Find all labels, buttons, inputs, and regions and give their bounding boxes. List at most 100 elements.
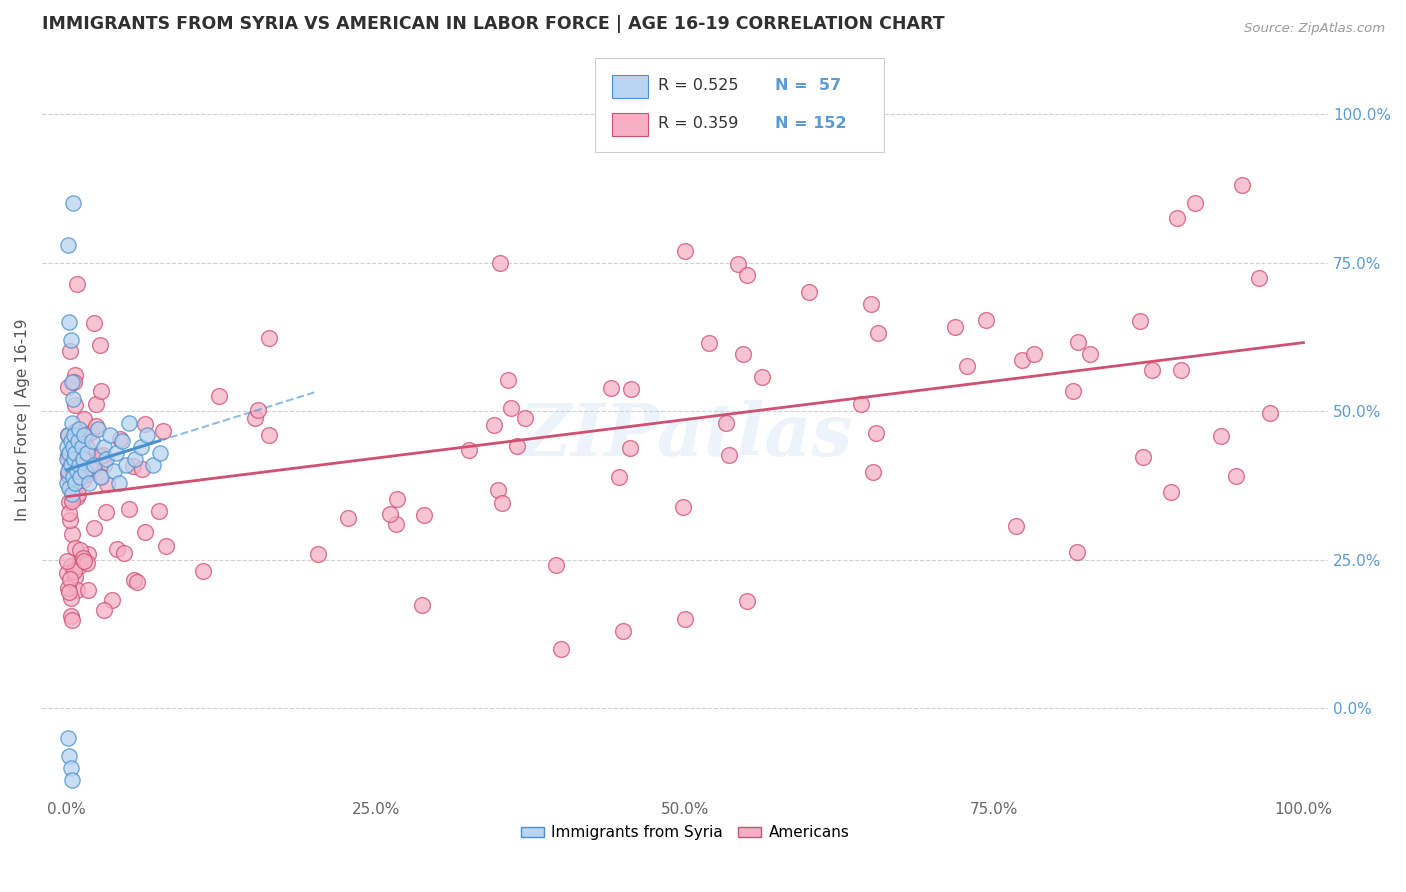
Point — [866, 326, 889, 340]
Point — [118, 501, 141, 516]
Point — [98, 428, 121, 442]
Point — [515, 411, 537, 425]
Point — [76, 467, 98, 481]
Point — [60, 772, 83, 787]
Point — [498, 373, 520, 387]
Point — [58, 482, 80, 496]
Point — [96, 451, 118, 466]
Point — [63, 398, 86, 412]
Point — [58, 585, 80, 599]
Text: N =  57: N = 57 — [775, 78, 841, 94]
Point — [112, 546, 135, 560]
Point — [152, 424, 174, 438]
Point — [599, 381, 621, 395]
Point — [1132, 450, 1154, 464]
Point — [673, 612, 696, 626]
Point — [149, 446, 172, 460]
Point — [672, 500, 695, 514]
Bar — [612, 75, 648, 98]
Point — [56, 440, 79, 454]
Point — [59, 333, 82, 347]
Point — [148, 504, 170, 518]
Point — [59, 343, 82, 358]
Point — [544, 558, 567, 572]
Point — [76, 446, 98, 460]
Point — [122, 573, 145, 587]
Point — [59, 558, 82, 573]
Point — [67, 458, 90, 472]
Point — [89, 468, 111, 483]
Point — [776, 117, 799, 131]
Point — [70, 440, 93, 454]
Point — [142, 458, 165, 472]
Point — [122, 458, 145, 473]
Point — [193, 564, 215, 578]
Point — [111, 434, 134, 448]
Point — [76, 556, 98, 570]
Point — [72, 550, 94, 565]
Point — [411, 598, 433, 612]
Point — [612, 624, 634, 638]
Point — [131, 462, 153, 476]
Point — [62, 564, 84, 578]
Y-axis label: In Labor Force | Age 16-19: In Labor Force | Age 16-19 — [15, 319, 31, 522]
Point — [1225, 469, 1247, 483]
Point — [66, 277, 89, 291]
Point — [1184, 196, 1206, 211]
Point — [136, 428, 159, 442]
Point — [550, 641, 572, 656]
Point — [134, 417, 156, 431]
Point — [259, 331, 281, 345]
Point — [59, 513, 82, 527]
Point — [717, 448, 740, 462]
Point — [56, 464, 79, 478]
Point — [1129, 314, 1152, 328]
Point — [63, 570, 86, 584]
Point — [124, 451, 146, 466]
Point — [56, 451, 79, 466]
Point — [859, 297, 882, 311]
Point — [93, 458, 115, 472]
Point — [607, 470, 630, 484]
Point — [58, 458, 80, 473]
Point — [91, 448, 114, 462]
Point — [62, 196, 84, 211]
Point — [73, 553, 96, 567]
Point — [134, 524, 156, 539]
Point — [67, 558, 90, 573]
Point — [84, 397, 107, 411]
Point — [83, 458, 105, 472]
Point — [1024, 347, 1046, 361]
Point — [1170, 362, 1192, 376]
Point — [943, 319, 966, 334]
Text: ZIPatlas: ZIPatlas — [517, 400, 852, 471]
Point — [619, 441, 641, 455]
Point — [60, 456, 83, 470]
Point — [66, 464, 89, 478]
Text: R = 0.525: R = 0.525 — [658, 78, 738, 94]
Point — [83, 521, 105, 535]
Point — [66, 434, 89, 448]
Point — [1209, 428, 1232, 442]
Point — [84, 419, 107, 434]
Point — [82, 463, 104, 477]
Point — [735, 594, 758, 608]
Point — [56, 566, 79, 580]
Bar — [612, 113, 648, 136]
Point — [63, 368, 86, 382]
Point — [849, 397, 872, 411]
Point — [107, 475, 129, 490]
Point — [56, 238, 79, 252]
Point — [62, 469, 84, 483]
Point — [1249, 270, 1271, 285]
Point — [58, 748, 80, 763]
Point — [56, 380, 79, 394]
Point — [129, 440, 152, 454]
Point — [458, 443, 481, 458]
Point — [336, 511, 359, 525]
Point — [105, 542, 128, 557]
Point — [66, 486, 89, 500]
Point — [58, 506, 80, 520]
Point — [66, 583, 89, 598]
Point — [58, 470, 80, 484]
